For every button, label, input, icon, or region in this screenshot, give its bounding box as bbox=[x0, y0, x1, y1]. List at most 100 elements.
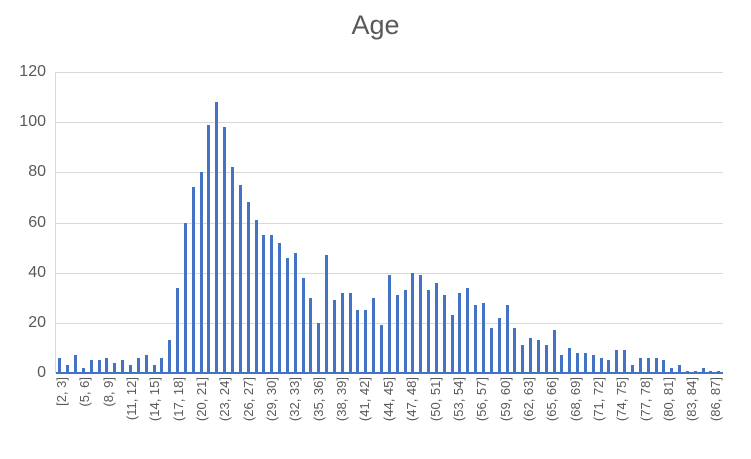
bar-slot bbox=[283, 72, 291, 373]
x-tick-slot: (59, 60] bbox=[497, 377, 513, 457]
x-tick-label: (62, 63] bbox=[520, 377, 536, 422]
x-axis-labels: [2, 3] (5, 6] (8, 9] (11, 12] (14, 15] (17, 1… bbox=[54, 377, 723, 457]
histogram-bar bbox=[607, 360, 611, 373]
x-tick-slot: (44, 45] bbox=[380, 377, 396, 457]
bar-slot bbox=[87, 72, 95, 373]
x-tick-slot: (29, 30] bbox=[264, 377, 280, 457]
histogram-bar bbox=[246, 202, 250, 373]
histogram-bar bbox=[693, 370, 697, 373]
x-tick-label: (41, 42] bbox=[357, 377, 373, 422]
bar-slot bbox=[229, 72, 237, 373]
bar-slot bbox=[338, 72, 346, 373]
histogram-bar bbox=[230, 167, 234, 373]
bar-slot bbox=[684, 72, 692, 373]
bar-slot bbox=[401, 72, 409, 373]
x-tick-label: (23, 24] bbox=[217, 377, 233, 422]
histogram-bar bbox=[403, 290, 407, 373]
bar-slot bbox=[527, 72, 535, 373]
histogram-bar bbox=[309, 297, 313, 373]
bar-slot bbox=[103, 72, 111, 373]
histogram-bar bbox=[701, 367, 705, 373]
histogram-bar bbox=[81, 367, 85, 373]
bar-slot bbox=[189, 72, 197, 373]
histogram-bar bbox=[678, 365, 682, 373]
bar-slot bbox=[393, 72, 401, 373]
x-tick-label: (29, 30] bbox=[264, 377, 280, 422]
histogram-bar bbox=[113, 362, 117, 373]
histogram-bar bbox=[395, 295, 399, 373]
bar-slot bbox=[652, 72, 660, 373]
histogram-bar bbox=[121, 360, 125, 373]
bar-slot bbox=[244, 72, 252, 373]
histogram-bar bbox=[638, 357, 642, 373]
bar-slot bbox=[276, 72, 284, 373]
x-tick-slot: (17, 18] bbox=[171, 377, 186, 457]
histogram-bar bbox=[97, 360, 101, 373]
bar-slot bbox=[111, 72, 119, 373]
histogram-bar bbox=[466, 287, 470, 373]
bar-slot bbox=[323, 72, 331, 373]
histogram-bar bbox=[129, 365, 133, 373]
bar-slot bbox=[613, 72, 621, 373]
y-tick-label: 20 bbox=[28, 313, 46, 331]
gridline bbox=[56, 122, 723, 124]
histogram-bar bbox=[631, 365, 635, 373]
x-tick-label: (80, 81] bbox=[660, 377, 676, 422]
bar-slot bbox=[315, 72, 323, 373]
x-tick-label: (59, 60] bbox=[497, 377, 513, 422]
x-tick-slot: (77, 78] bbox=[638, 377, 653, 457]
bar-slot bbox=[221, 72, 229, 373]
histogram-bar bbox=[223, 127, 227, 373]
bar-slot bbox=[119, 72, 127, 373]
bar-slot bbox=[331, 72, 339, 373]
x-tick-label: (20, 21] bbox=[194, 377, 210, 422]
histogram-bar bbox=[419, 275, 423, 373]
histogram-bar bbox=[591, 355, 595, 373]
x-tick-slot: (11, 12] bbox=[124, 377, 139, 457]
histogram-bar bbox=[685, 370, 689, 373]
bar-slot bbox=[56, 72, 64, 373]
bar-slot bbox=[629, 72, 637, 373]
x-tick-slot: (50, 51] bbox=[428, 377, 443, 457]
histogram-bar bbox=[427, 290, 431, 373]
histogram-bar bbox=[168, 340, 172, 373]
bar-slot bbox=[550, 72, 558, 373]
x-tick-label: (53, 54] bbox=[450, 377, 466, 422]
bar-slot bbox=[715, 72, 723, 373]
x-tick-label: (71, 72] bbox=[590, 377, 606, 422]
bar-slot bbox=[182, 72, 190, 373]
x-tick-slot: (56, 57] bbox=[474, 377, 489, 457]
bar-slot bbox=[354, 72, 362, 373]
histogram-bar bbox=[536, 340, 540, 373]
x-tick-slot: (8, 9] bbox=[101, 377, 116, 457]
bar-slot bbox=[425, 72, 433, 373]
bar-slot bbox=[291, 72, 299, 373]
histogram-bar bbox=[270, 235, 274, 373]
x-tick-label: (44, 45] bbox=[380, 377, 396, 422]
y-axis-labels: 0 20 40 60 80 100 120 bbox=[0, 64, 46, 381]
x-tick-label: (86, 87] bbox=[707, 377, 723, 422]
histogram-bar bbox=[646, 357, 650, 373]
histogram-bar bbox=[583, 352, 587, 373]
bar-slot bbox=[558, 72, 566, 373]
histogram-bar bbox=[442, 295, 446, 373]
y-tick-label: 120 bbox=[19, 63, 46, 80]
bar-slot bbox=[574, 72, 582, 373]
histogram-bar bbox=[458, 292, 462, 373]
bar-slot bbox=[668, 72, 676, 373]
chart-title: Age bbox=[351, 10, 400, 40]
x-tick-slot: (86, 87] bbox=[707, 377, 723, 457]
y-tick-label: 80 bbox=[28, 163, 46, 181]
bar-slot bbox=[707, 72, 715, 373]
x-tick-slot: (20, 21] bbox=[194, 377, 210, 457]
bar-slot bbox=[605, 72, 613, 373]
histogram-bar bbox=[623, 350, 627, 373]
x-tick-label: [2, 3] bbox=[54, 377, 69, 406]
bar-slot bbox=[519, 72, 527, 373]
histogram-bar bbox=[505, 305, 509, 373]
x-tick-slot: (5, 6] bbox=[77, 377, 92, 457]
bar-slot bbox=[440, 72, 448, 373]
bar-slot bbox=[487, 72, 495, 373]
histogram-bar bbox=[199, 172, 203, 373]
bar-slot bbox=[205, 72, 213, 373]
